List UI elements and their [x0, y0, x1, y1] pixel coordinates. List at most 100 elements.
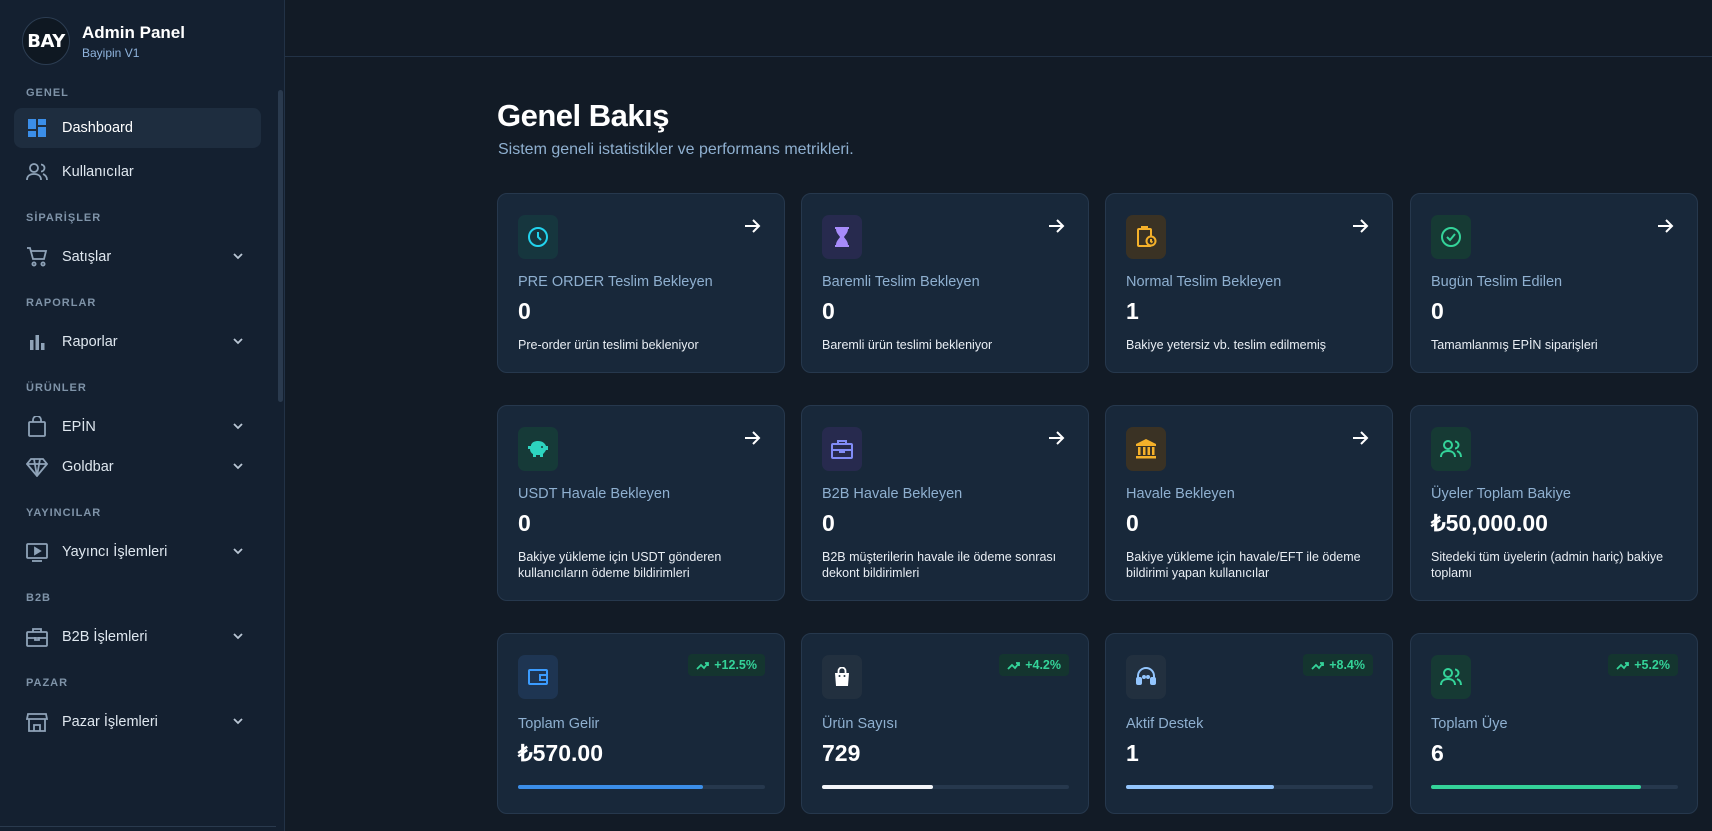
section-siparisler: SİPARİŞLER — [26, 212, 102, 224]
diamond-icon — [26, 456, 48, 478]
section-genel: GENEL — [26, 87, 69, 99]
card-value: 0 — [518, 510, 531, 536]
sidebar-item-epin[interactable]: EPİN — [14, 407, 261, 447]
sidebar: BAY Admin Panel Bayipin V1 GENEL Dashboa… — [0, 0, 285, 831]
chevron-down-icon[interactable] — [231, 419, 245, 433]
sidebar-scrollbar[interactable] — [278, 90, 283, 402]
card-value: 1 — [1126, 298, 1139, 324]
clock-icon — [518, 215, 558, 259]
chevron-down-icon[interactable] — [231, 544, 245, 558]
stat-card-normal[interactable]: Normal Teslim Bekleyen 1 Bakiye yetersiz… — [1105, 193, 1393, 373]
progress-track — [1126, 785, 1373, 789]
card-description: Bakiye yükleme için havale/EFT ile ödeme… — [1126, 550, 1361, 580]
sidebar-item-raporlar[interactable]: Raporlar — [14, 322, 261, 362]
arrow-right-icon[interactable] — [1655, 216, 1675, 236]
sidebar-item-label: Satışlar — [62, 249, 112, 265]
sidebar-item-b2b[interactable]: B2B İşlemleri — [14, 617, 261, 657]
card-value: ₺570.00 — [518, 740, 603, 766]
stat-card-baremli[interactable]: Baremli Teslim Bekleyen 0 Baremli ürün t… — [801, 193, 1089, 373]
card-description: Tamamlanmış EPİN siparişleri — [1431, 338, 1598, 352]
arrow-right-icon[interactable] — [1350, 428, 1370, 448]
arrow-right-icon[interactable] — [1046, 428, 1066, 448]
card-description: Pre-order ürün teslimi bekleniyor — [518, 338, 699, 352]
progress-track — [1431, 785, 1678, 789]
metric-card-toplam-gelir[interactable]: +12.5% Toplam Gelir ₺570.00 — [497, 633, 785, 814]
section-yayincilar: YAYINCILAR — [26, 507, 102, 519]
chevron-down-icon[interactable] — [231, 459, 245, 473]
stat-card-bugun[interactable]: Bugün Teslim Edilen 0 Tamamlanmış EPİN s… — [1410, 193, 1698, 373]
progress-fill — [518, 785, 704, 789]
chevron-down-icon[interactable] — [231, 629, 245, 643]
growth-badge: +4.2% — [999, 654, 1069, 676]
sidebar-item-kullanicilar[interactable]: Kullanıcılar — [14, 152, 261, 192]
sidebar-item-dashboard[interactable]: Dashboard — [14, 108, 261, 148]
metric-card-aktif-destek[interactable]: +8.4% Aktif Destek 1 — [1105, 633, 1393, 814]
trending-up-icon — [1007, 661, 1021, 670]
stat-card-b2b-havale[interactable]: B2B Havale Bekleyen 0 B2B müşterilerin h… — [801, 405, 1089, 601]
sidebar-item-pazar[interactable]: Pazar İşlemleri — [14, 702, 261, 742]
clipboard-clock-icon — [1126, 215, 1166, 259]
chevron-down-icon[interactable] — [231, 249, 245, 263]
card-value: 729 — [822, 740, 861, 766]
card-label: Bugün Teslim Edilen — [1431, 274, 1563, 290]
card-value: 0 — [1126, 510, 1139, 536]
growth-badge: +5.2% — [1608, 654, 1678, 676]
growth-badge: +12.5% — [688, 654, 765, 676]
sidebar-item-label: Kullanıcılar — [62, 164, 134, 180]
trending-up-icon — [1311, 661, 1325, 670]
arrow-right-icon[interactable] — [1350, 216, 1370, 236]
chevron-down-icon[interactable] — [231, 714, 245, 728]
card-value: ₺50,000.00 — [1431, 510, 1548, 536]
stat-card-havale[interactable]: Havale Bekleyen 0 Bakiye yükleme için ha… — [1105, 405, 1393, 601]
users-icon — [1431, 427, 1471, 471]
growth-badge-text: +12.5% — [714, 658, 757, 672]
card-description: Baremli ürün teslimi bekleniyor — [822, 338, 993, 352]
page-title: Genel Bakış — [497, 98, 669, 133]
top-bar — [285, 0, 1712, 57]
trending-up-icon — [1616, 661, 1630, 670]
storefront-icon — [26, 711, 48, 733]
sidebar-item-goldbar[interactable]: Goldbar — [14, 447, 261, 487]
growth-badge-text: +8.4% — [1329, 658, 1365, 672]
sidebar-item-satislar[interactable]: Satışlar — [14, 237, 261, 277]
wallet-icon — [518, 655, 558, 699]
play-screen-icon — [26, 541, 48, 563]
growth-badge-text: +4.2% — [1025, 658, 1061, 672]
sidebar-item-label: Goldbar — [62, 459, 114, 475]
stat-card-uyeler-bakiye[interactable]: Üyeler Toplam Bakiye ₺50,000.00 Sitedeki… — [1410, 405, 1698, 601]
sidebar-item-label: Raporlar — [62, 334, 118, 350]
brand-logo: BAY — [22, 17, 70, 65]
metric-card-toplam-uye[interactable]: +5.2% Toplam Üye 6 — [1410, 633, 1698, 814]
arrow-right-icon[interactable] — [742, 216, 762, 236]
card-label: Havale Bekleyen — [1126, 486, 1235, 502]
stat-card-usdt[interactable]: USDT Havale Bekleyen 0 Bakiye yükleme iç… — [497, 405, 785, 601]
dashboard-icon — [26, 117, 48, 139]
arrow-right-icon[interactable] — [1046, 216, 1066, 236]
shopping-bag-icon — [26, 416, 48, 438]
metric-card-urun-sayisi[interactable]: +4.2% Ürün Sayısı 729 — [801, 633, 1089, 814]
arrow-right-icon[interactable] — [742, 428, 762, 448]
sidebar-item-yayinci[interactable]: Yayıncı İşlemleri — [14, 532, 261, 572]
trending-up-icon — [696, 661, 710, 670]
card-value: 0 — [1431, 298, 1444, 324]
stat-card-preorder[interactable]: PRE ORDER Teslim Bekleyen 0 Pre-order ür… — [497, 193, 785, 373]
progress-fill — [1431, 785, 1641, 789]
hourglass-icon — [822, 215, 862, 259]
check-circle-icon — [1431, 215, 1471, 259]
progress-track — [518, 785, 765, 789]
bank-icon — [1126, 427, 1166, 471]
chevron-down-icon[interactable] — [231, 334, 245, 348]
brand[interactable]: BAY Admin Panel Bayipin V1 — [22, 17, 185, 65]
card-label: Ürün Sayısı — [822, 716, 898, 732]
card-label: Normal Teslim Bekleyen — [1126, 274, 1282, 290]
growth-badge-text: +5.2% — [1634, 658, 1670, 672]
bar-chart-icon — [26, 331, 48, 353]
sidebar-nav: GENEL Dashboard Kullanıcılar SİPARİŞLER … — [14, 86, 261, 742]
sidebar-item-label: Pazar İşlemleri — [62, 714, 158, 730]
brand-title: Admin Panel — [82, 22, 185, 42]
card-description: Bakiye yetersiz vb. teslim edilmemiş — [1126, 338, 1327, 352]
brand-logo-text: BAY — [27, 30, 65, 52]
card-value: 1 — [1126, 740, 1139, 766]
briefcase-icon — [26, 626, 48, 648]
progress-fill — [1126, 785, 1275, 789]
